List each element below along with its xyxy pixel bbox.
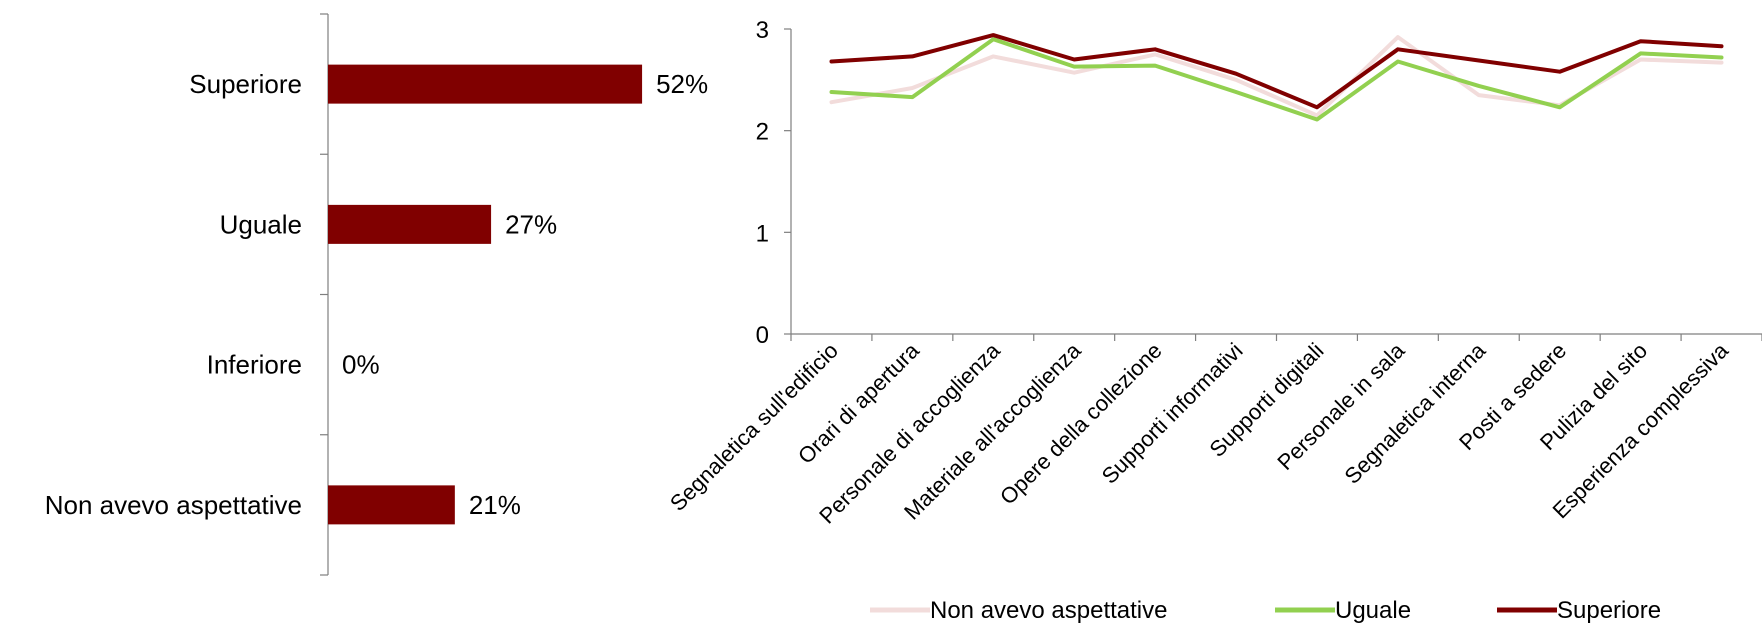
bar-chart: Superiore 52% Uguale 27% Inferiore 0% Non avev… xyxy=(45,13,708,576)
x-tick-label: Segnaletica interna xyxy=(1339,337,1490,488)
bar-category-label: Non avevo aspettative xyxy=(45,490,302,520)
bar xyxy=(328,485,455,525)
legend-label: Uguale xyxy=(1335,597,1411,624)
bar-data-label: 27% xyxy=(505,209,557,239)
bar xyxy=(328,64,643,104)
y-tick-label: 0 xyxy=(756,322,769,349)
series-line xyxy=(829,33,1724,110)
bar-data-label: 52% xyxy=(656,69,708,99)
bar-category-label: Inferiore xyxy=(207,350,302,380)
bar-category-label: Uguale xyxy=(220,209,302,239)
x-tick-label: Opere della collezione xyxy=(995,338,1167,510)
bar-data-label: 0% xyxy=(342,350,380,380)
y-tick-label: 2 xyxy=(756,119,769,146)
y-tick-label: 3 xyxy=(756,17,769,44)
legend-label: Superiore xyxy=(1557,597,1661,624)
series-line xyxy=(829,37,1724,122)
bar-data-label: 21% xyxy=(469,490,521,520)
bar-category-label: Superiore xyxy=(189,69,302,99)
legend-label: Non avevo aspettative xyxy=(930,597,1167,624)
y-tick-label: 1 xyxy=(756,220,769,247)
bar xyxy=(328,204,492,244)
x-tick-label: Supporti informativi xyxy=(1097,338,1248,489)
